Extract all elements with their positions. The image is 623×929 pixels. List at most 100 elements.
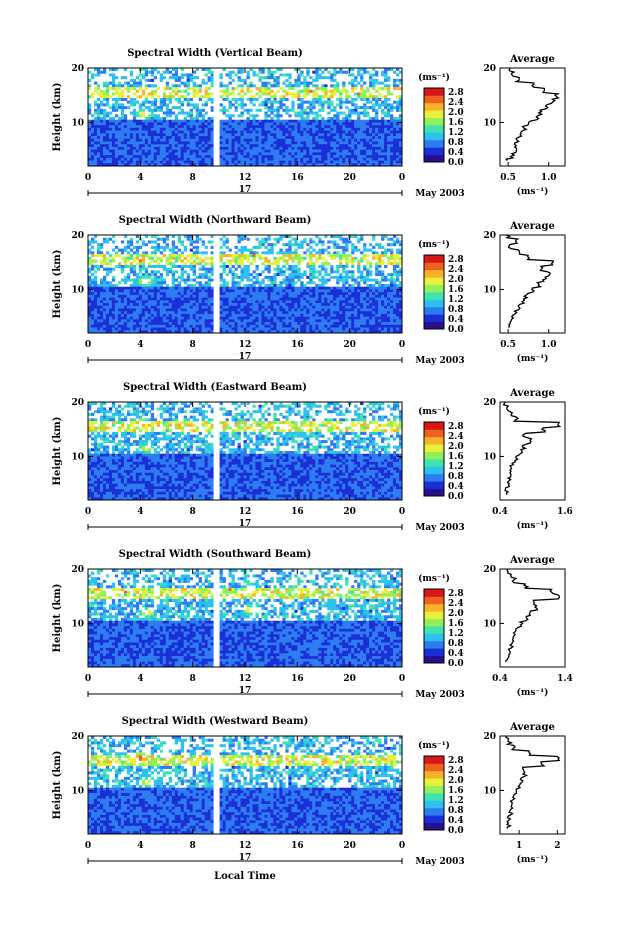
panel-5: Spectral Width (Westward Beam) 20 1 0 Height… (52, 716, 566, 867)
average-frame (499, 401, 566, 501)
y-axis-label: Height (km) (52, 250, 63, 319)
average-y-tick-label: 10 (483, 285, 496, 295)
colorbar-tick-label: 2.8 (448, 589, 464, 599)
colorbar-tick-label: 0.0 (448, 325, 464, 335)
average-profile-line (504, 568, 560, 663)
colorbar-tick-label: 2.0 (448, 609, 464, 619)
x-tick-label: 0 (85, 841, 91, 851)
y-axis-label: Height (km) (52, 417, 63, 486)
x-tick-label: 20 (343, 507, 356, 517)
x-tick-label: 12 (239, 674, 252, 684)
x-tick-label: 12 (239, 173, 252, 183)
x-tick-label: 8 (190, 841, 196, 851)
colorbar-tick-label: 2.4 (448, 766, 464, 776)
x-tick-label: 16 (291, 674, 304, 684)
month-label: May 2003 (415, 189, 464, 199)
y-tick-label: 20 (71, 732, 84, 742)
month-label: May 2003 (415, 857, 464, 867)
y-axis-label: Height (km) (52, 751, 63, 820)
average-x-label: (ms⁻¹) (517, 186, 549, 197)
colorbar-tick-label: 0.8 (448, 305, 464, 315)
x-tick-label: 8 (190, 507, 196, 517)
average-profile-line (502, 401, 562, 495)
average-y-tick-label: 10 (483, 619, 496, 629)
colorbar-tick-label: 0.4 (448, 649, 464, 659)
x-tick-label: 20 (343, 340, 356, 350)
x-tick-label: 20 (343, 173, 356, 183)
y-tick-label: 10 (71, 118, 84, 128)
average-y-tick-label: 20 (483, 565, 496, 575)
x-tick-label: 4 (137, 507, 143, 517)
x-tick-label: 0 (85, 674, 91, 684)
colorbar-tick-label: 0.0 (448, 659, 464, 669)
day-label: 17 (239, 853, 252, 863)
colorbar-unit: (ms⁻¹) (418, 72, 450, 83)
panel-title: Spectral Width (Westward Beam) (122, 716, 309, 727)
x-tick-label: 0 (399, 841, 405, 851)
month-label: May 2003 (415, 523, 464, 533)
average-x-tick-label: 1.0 (541, 340, 557, 350)
panel-title: Spectral Width (Eastward Beam) (123, 382, 307, 393)
colorbar-tick-label: 2.4 (448, 599, 464, 609)
colorbar-tick-label: 1.6 (448, 285, 464, 295)
x-tick-label: 8 (190, 674, 196, 684)
panel-4: Spectral Width (Southward Beam) 20 10 Heigh… (52, 549, 573, 700)
colorbar-tick-label: 0.0 (448, 492, 464, 502)
data-gap (213, 569, 219, 667)
colorbar-tick-label: 2.8 (448, 756, 464, 766)
y-tick-label: 10 (71, 285, 84, 295)
y-tick-label: 20 (71, 64, 84, 74)
average-x-tick-label: 1.6 (557, 507, 573, 517)
average-y-tick-label: 20 (483, 732, 496, 742)
x-tick-label: 12 (239, 841, 252, 851)
colorbar: (ms⁻¹) 2.82.42.01.61.20.80.40.0 (418, 573, 464, 669)
colorbar-unit: (ms⁻¹) (418, 573, 450, 584)
x-tick-label: 0 (399, 173, 405, 183)
x-tick-label: 20 (343, 841, 356, 851)
average-y-tick-label: 20 (483, 231, 496, 241)
panel-title: Spectral Width (Northward Beam) (119, 215, 312, 226)
colorbar-tick-label: 1.2 (448, 462, 464, 472)
colorbar-tick-label: 0.0 (448, 158, 464, 168)
data-gap (213, 68, 219, 166)
panel-2: Spectral Width (Northward Beam) 20 10 Heigh… (52, 215, 566, 366)
average-x-tick-label: 1.0 (541, 173, 557, 183)
y-tick-label: 10 (71, 619, 84, 629)
y-tick-label: 10 (71, 452, 84, 462)
data-gap (213, 235, 219, 333)
data-gap (213, 402, 219, 500)
average-profile: Average 20 10 0.5 1.0 (ms⁻¹) (483, 221, 566, 364)
average-title: Average (509, 388, 555, 399)
average-x-label: (ms⁻¹) (517, 854, 549, 865)
colorbar-unit: (ms⁻¹) (418, 406, 450, 417)
colorbar-tick-label: 0.4 (448, 315, 464, 325)
panel-title: Spectral Width (Southward Beam) (119, 549, 312, 560)
x-tick-label: 0 (399, 340, 405, 350)
colorbar-tick-label: 2.8 (448, 88, 464, 98)
y-axis-label: Height (km) (52, 584, 63, 653)
spectral-width-heatmap (88, 736, 403, 835)
x-tick-label: 20 (343, 674, 356, 684)
spectral-width-heatmap (88, 68, 403, 167)
x-tick-label: 0 (399, 674, 405, 684)
colorbar-tick-label: 0.4 (448, 816, 464, 826)
colorbar-tick-label: 1.2 (448, 796, 464, 806)
average-x-label: (ms⁻¹) (517, 353, 549, 364)
colorbar-tick-label: 2.4 (448, 98, 464, 108)
data-gap (213, 736, 219, 834)
local-time-label: Local Time (214, 871, 276, 882)
average-x-tick-label: 1 (516, 841, 522, 851)
average-x-label: (ms⁻¹) (517, 520, 549, 531)
x-tick-label: 0 (399, 507, 405, 517)
average-profile: Average 20 10 0.4 1.6 (ms⁻¹) (483, 388, 572, 531)
x-tick-label: 16 (291, 841, 304, 851)
average-profile: Average 20 10 0.5 1.0 (ms⁻¹) (483, 54, 566, 197)
average-title: Average (509, 54, 555, 65)
spectral-width-heatmap (88, 235, 403, 334)
spectral-width-heatmap (88, 569, 403, 668)
average-x-tick-label: 0.5 (500, 173, 516, 183)
day-label: 17 (239, 686, 252, 696)
x-tick-label: 4 (137, 674, 143, 684)
x-tick-label: 0 (85, 173, 91, 183)
